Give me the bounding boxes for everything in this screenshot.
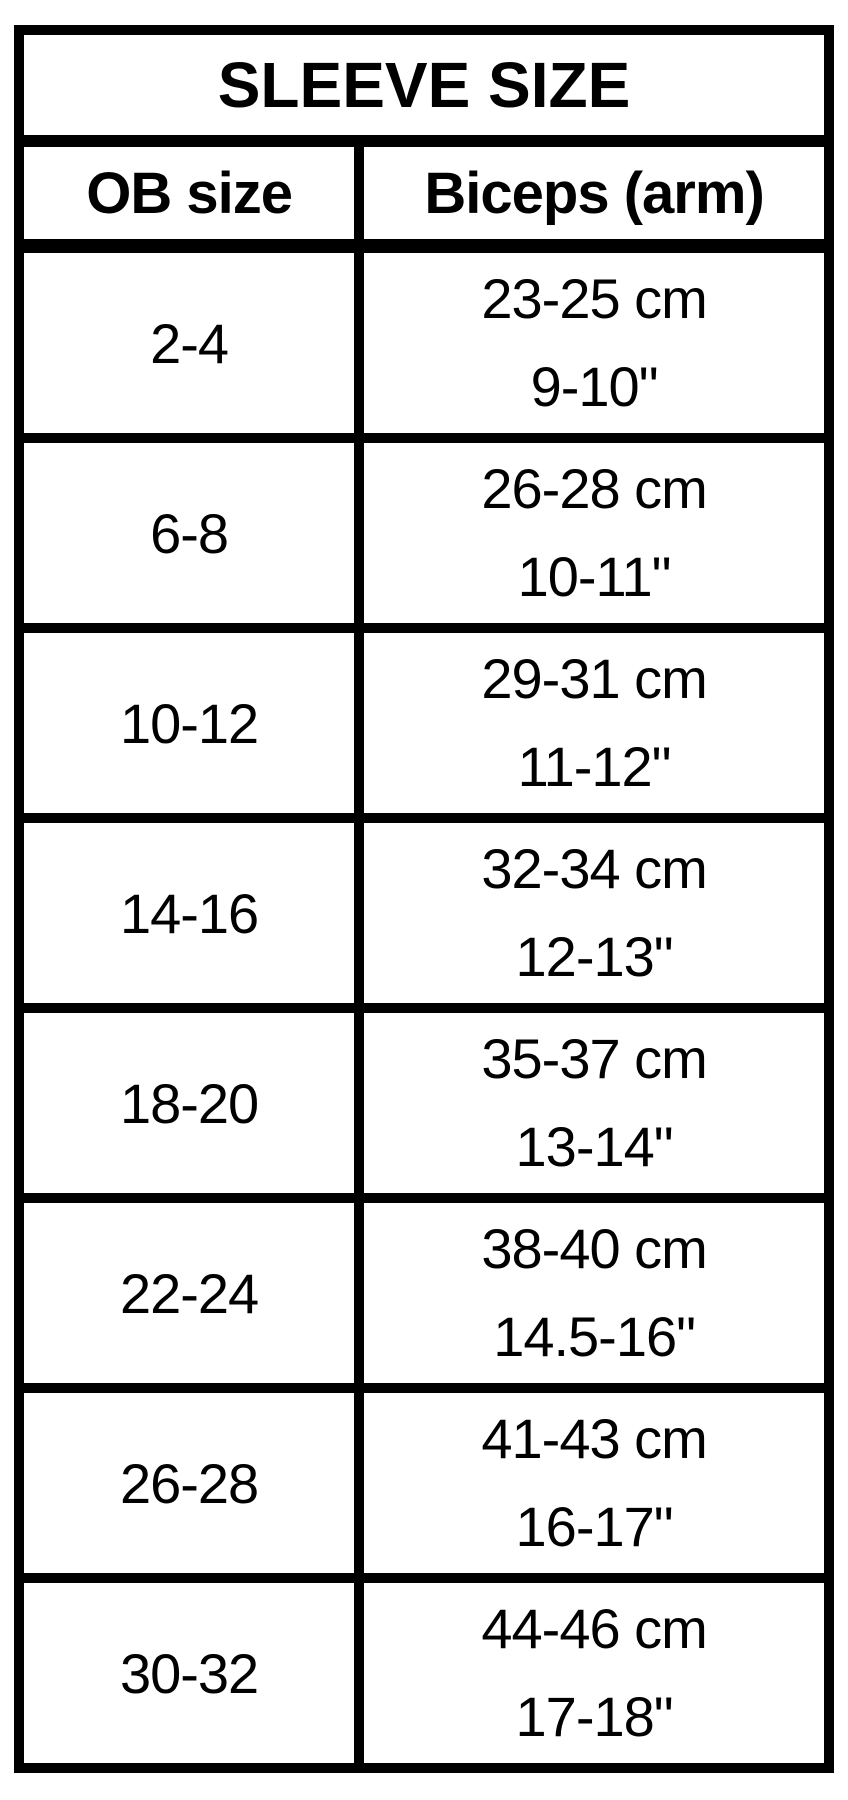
ob-size-value: 30-32 — [13, 1573, 365, 1773]
table-row: 26-28 41-43 cm 16-17" — [13, 1383, 834, 1583]
biceps-inch-value: 13-14" — [515, 1115, 674, 1178]
column-header-ob-size: OB size — [13, 136, 365, 253]
ob-size-value: 10-12 — [13, 623, 365, 823]
sleeve-size-table: SLEEVE SIZE OB size Biceps (arm) 2-4 23-… — [13, 25, 834, 1773]
biceps-inch-value: 11-12" — [517, 735, 672, 798]
biceps-cm-value: 23-25 cm — [481, 267, 707, 330]
ob-size-value: 26-28 — [13, 1383, 365, 1583]
biceps-cm-value: 32-34 cm — [481, 837, 707, 900]
table-row: 18-20 35-37 cm 13-14" — [13, 1003, 834, 1203]
biceps-inch-value: 9-10" — [530, 355, 659, 418]
ob-size-value: 18-20 — [13, 1003, 365, 1203]
table-header-row: OB size Biceps (arm) — [13, 136, 834, 253]
biceps-value: 23-25 cm 9-10" — [354, 241, 834, 443]
table-row: 30-32 44-46 cm 17-18" — [13, 1573, 834, 1773]
table-row: 22-24 38-40 cm 14.5-16" — [13, 1193, 834, 1393]
biceps-value: 41-43 cm 16-17" — [354, 1383, 834, 1583]
table-row: 6-8 26-28 cm 10-11" — [13, 433, 834, 633]
biceps-inch-value: 10-11" — [517, 545, 672, 608]
biceps-cm-value: 38-40 cm — [481, 1217, 707, 1280]
biceps-inch-value: 12-13" — [515, 925, 674, 988]
table-row: 10-12 29-31 cm 11-12" — [13, 623, 834, 823]
ob-size-value: 6-8 — [13, 433, 365, 633]
biceps-value: 29-31 cm 11-12" — [354, 623, 834, 823]
biceps-cm-value: 44-46 cm — [481, 1597, 707, 1660]
biceps-value: 26-28 cm 10-11" — [354, 433, 834, 633]
biceps-cm-value: 35-37 cm — [481, 1027, 707, 1090]
biceps-cm-value: 26-28 cm — [481, 457, 707, 520]
ob-size-value: 14-16 — [13, 813, 365, 1013]
biceps-inch-value: 14.5-16" — [493, 1305, 696, 1368]
table-title-row: SLEEVE SIZE — [14, 25, 834, 147]
biceps-value: 44-46 cm 17-18" — [354, 1573, 834, 1773]
biceps-inch-value: 17-18" — [515, 1685, 674, 1748]
biceps-value: 32-34 cm 12-13" — [354, 813, 834, 1013]
biceps-inch-value: 16-17" — [515, 1495, 674, 1558]
biceps-cm-value: 41-43 cm — [481, 1407, 707, 1470]
biceps-cm-value: 29-31 cm — [481, 647, 707, 710]
column-header-biceps: Biceps (arm) — [354, 136, 834, 253]
biceps-value: 38-40 cm 14.5-16" — [354, 1193, 834, 1393]
table-row: 2-4 23-25 cm 9-10" — [13, 241, 834, 443]
table-row: 14-16 32-34 cm 12-13" — [13, 813, 834, 1013]
ob-size-value: 22-24 — [13, 1193, 365, 1393]
table-title: SLEEVE SIZE — [14, 25, 834, 147]
ob-size-value: 2-4 — [13, 241, 365, 443]
biceps-value: 35-37 cm 13-14" — [354, 1003, 834, 1203]
